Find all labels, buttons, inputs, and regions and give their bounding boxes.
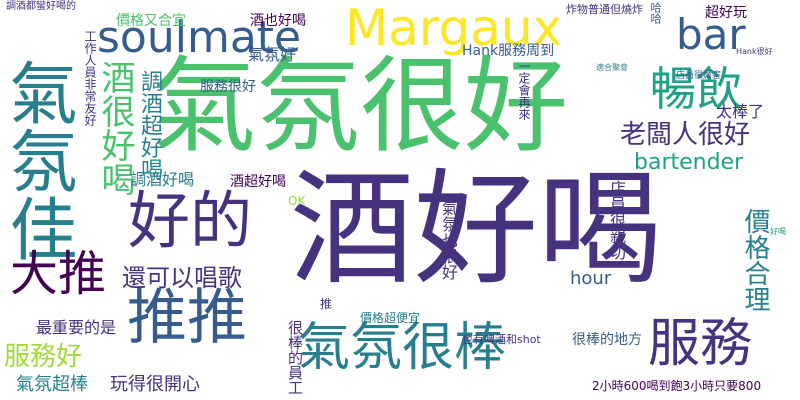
cloud-word: 調酒好喝 — [130, 170, 195, 189]
cloud-word: 2小時600喝到飽3小時只要800 — [592, 379, 762, 393]
cloud-word: hour — [570, 268, 612, 289]
cloud-word: 服務 — [648, 314, 753, 374]
cloud-word: 太棒了 — [716, 102, 765, 121]
cloud-word: 氣氛佳 — [0, 58, 76, 262]
cloud-word: bar — [676, 10, 746, 59]
cloud-word: 推 — [320, 297, 333, 311]
cloud-word: 調酒超好喝 — [137, 70, 162, 180]
cloud-word: Hank很好 — [736, 47, 773, 56]
cloud-word: bartender — [634, 150, 744, 175]
cloud-word: 工作人員非常友好 — [83, 30, 97, 126]
cloud-word: 很棒的地方 — [572, 332, 642, 348]
cloud-word: 適合聚會 — [596, 63, 628, 72]
cloud-word: 暢飲 — [650, 62, 742, 116]
cloud-word: 炸物普通但燒炸 — [566, 3, 643, 16]
cloud-word: 哈哈 — [649, 2, 662, 24]
cloud-word: 酒好喝 — [290, 158, 663, 302]
cloud-word: 服務好 — [4, 342, 83, 372]
cloud-word: 最重要的是 — [36, 318, 117, 337]
cloud-word: 店員很親切 — [607, 180, 626, 260]
cloud-word: 氣氛好 — [248, 45, 297, 64]
cloud-word: 好喝 — [770, 227, 786, 236]
cloud-word: 氣氛很棒 — [298, 318, 507, 378]
cloud-word: 酒很好喝 — [95, 60, 135, 196]
cloud-word: 老闆人很好 — [620, 120, 751, 150]
cloud-word: 還可以唱歌 — [122, 264, 242, 292]
cloud-word: 推推 — [127, 283, 247, 353]
cloud-word: 好的 — [128, 184, 253, 257]
cloud-word: 也有啤酒和shot — [462, 333, 541, 346]
cloud-word: Margaux — [345, 0, 563, 57]
cloud-word: 酒也好喝 — [250, 13, 306, 29]
cloud-word: 價格又合宜 — [116, 13, 186, 29]
cloud-word: 超好玩 — [705, 5, 747, 21]
cloud-word: 價格超便宜 — [360, 311, 421, 325]
cloud-word: 調酒都蠻好喝的 — [6, 1, 76, 12]
cloud-word: 大推 — [10, 246, 107, 302]
cloud-word: 很棒的員工 — [286, 320, 304, 395]
cloud-word: Hank服務周到 — [462, 43, 555, 59]
cloud-word: soulmate — [97, 12, 302, 63]
cloud-word: 氣氛超棒 — [16, 374, 88, 395]
cloud-word: 服務很好 — [200, 79, 256, 95]
cloud-word: 店員很厲害 — [676, 71, 722, 81]
cloud-word: 一定會再來 — [517, 60, 531, 120]
cloud-word: 價格合理 — [740, 208, 770, 312]
cloud-word: 氣氛也很好 — [439, 200, 458, 280]
cloud-word: 玩得很開心 — [110, 374, 200, 395]
cloud-word: OK — [288, 194, 306, 208]
cloud-word: 氣氛很好 — [152, 45, 569, 167]
cloud-word: 酒超好喝 — [230, 174, 286, 190]
